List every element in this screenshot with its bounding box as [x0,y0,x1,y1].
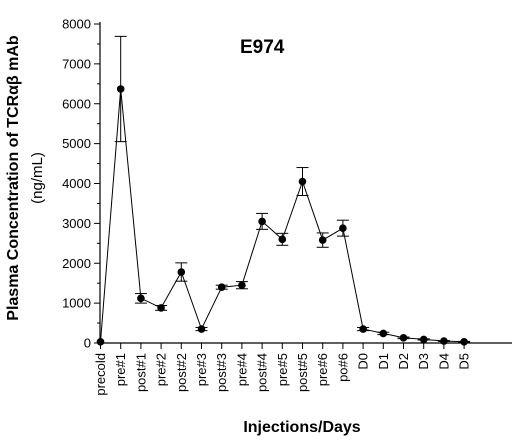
x-tick-label: pre#6 [315,353,330,386]
data-point [177,268,186,276]
chart-title: E974 [240,37,285,58]
x-tick-label: pre#4 [234,353,249,386]
y-axis-title: Plasma Concentration of TCRαβ mAb [5,35,22,321]
x-tick-label: D2 [396,353,411,370]
x-tick-label: D1 [376,353,391,370]
series-line-group [100,88,465,343]
data-point [460,338,468,346]
data-point [440,337,448,345]
data-point [278,235,287,244]
data-point [339,224,347,232]
x-tick-label: pre#1 [113,353,128,386]
x-tick-label: po#6 [335,353,350,382]
x-tick-label: pre#3 [194,353,209,386]
data-point [419,335,428,344]
series-line [100,88,465,343]
y-tick-label: 4000 [62,176,91,191]
data-point [137,294,145,303]
x-axis-ticks: precold pre#1 post#1 pre#2 post#2 pre#3 post#3… [93,343,472,396]
x-tick-label: D0 [356,353,371,370]
x-tick-label: D3 [416,353,431,370]
y-tick-label: 3000 [62,216,91,231]
data-point [399,334,408,342]
data-point [96,338,105,346]
x-axis-title: Injections/Days [243,419,360,436]
x-tick-label: pre#2 [154,353,169,386]
data-point [238,281,246,289]
data-point [197,325,206,333]
x-tick-label: D4 [436,353,451,370]
x-tick-label: post#4 [255,353,270,392]
data-point [217,283,226,291]
data-point [298,177,307,186]
y-tick-label: 5000 [62,136,91,151]
data-points [96,85,468,346]
data-point [379,329,388,338]
data-point [318,236,327,244]
x-tick-label: D5 [457,353,472,370]
y-tick-label: 1000 [62,296,91,311]
x-tick-label: post#3 [214,353,229,392]
x-tick-label: pre#5 [275,353,290,386]
y-axis-ticks: 0 1000 2000 3000 4000 5000 6000 7000 8000 [62,17,100,351]
data-point [157,304,165,312]
x-tick-label: post#1 [133,353,148,392]
data-point [116,85,125,93]
x-tick-label: post#5 [295,353,310,392]
y-tick-label: 7000 [62,56,91,71]
x-tick-label: post#2 [174,353,189,392]
y-tick-label: 0 [84,336,91,351]
data-point [258,217,266,226]
y-tick-label: 2000 [62,256,91,271]
y-tick-label: 8000 [62,17,91,32]
y-tick-label: 6000 [62,96,91,111]
x-tick-label: precold [93,353,108,396]
data-point [359,325,367,333]
y-axis-units: (ng/mL) [29,152,46,204]
